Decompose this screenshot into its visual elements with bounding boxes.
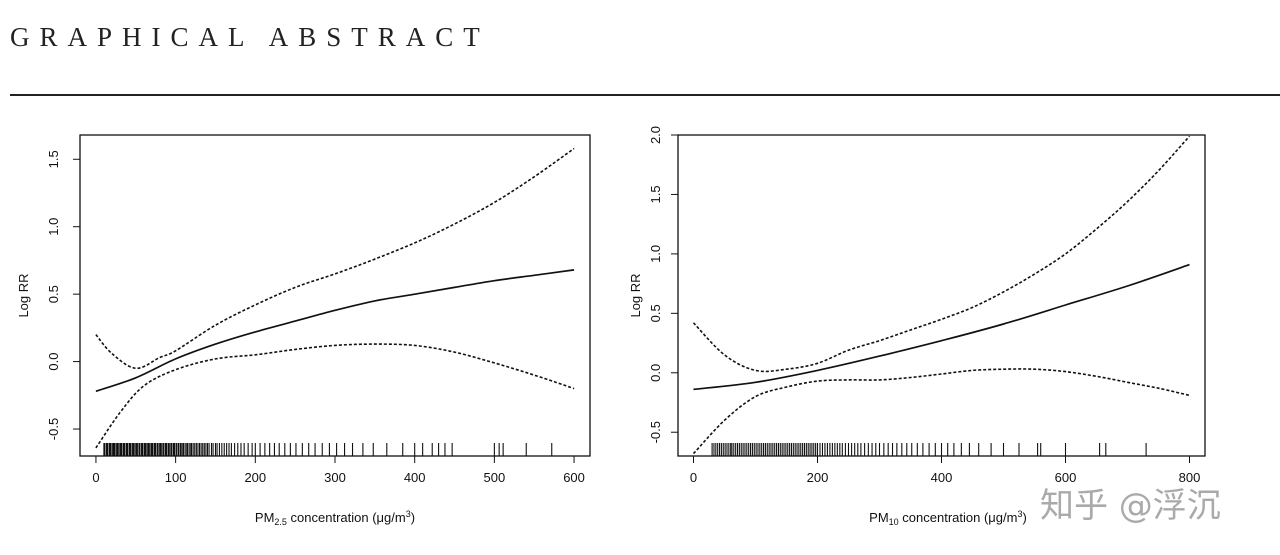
- y-axis-label: Log RR: [630, 273, 643, 317]
- x-tick-label: 0: [92, 470, 99, 485]
- x-tick-label: 0: [690, 470, 697, 485]
- x-tick-label: 600: [1055, 470, 1077, 485]
- watermark: 知乎 @浮沉: [1040, 486, 1221, 526]
- y-tick-label: 1.0: [648, 245, 663, 263]
- estimate-line: [95, 269, 575, 393]
- header-divider: [10, 94, 1280, 96]
- y-tick-label: 0.5: [46, 285, 61, 303]
- x-tick-label: 300: [324, 470, 346, 485]
- y-tick-label: -0.5: [648, 421, 663, 443]
- ci-dashed-line: [95, 343, 575, 449]
- ci-dashed-line: [692, 368, 1190, 455]
- plot-frame: [677, 134, 1206, 457]
- y-tick-label: 2.0: [648, 126, 663, 144]
- x-tick-label: 100: [165, 470, 187, 485]
- x-tick-label: 400: [404, 470, 426, 485]
- estimate-line: [693, 263, 1190, 391]
- x-axis-label: PM2.5 concentration (μg/m3): [255, 509, 415, 527]
- x-tick-label: 800: [1179, 470, 1201, 485]
- pm25-log-rr-chart: 0 100 200 300 400 500 600 -0.5 0.0 0.5 1.0 1.5 Log R…: [16, 134, 591, 527]
- y-tick-label: -0.5: [46, 418, 61, 440]
- x-tick-label: 200: [244, 470, 266, 485]
- plot-frame: [79, 134, 591, 457]
- y-tick-label: 0.5: [648, 304, 663, 322]
- y-tick-label: 1.5: [648, 185, 663, 203]
- y-tick-label: 1.5: [46, 150, 61, 168]
- y-tick-label: 0.0: [648, 364, 663, 382]
- x-tick-label: 200: [807, 470, 829, 485]
- y-tick-label: 1.0: [46, 218, 61, 236]
- x-tick-label: 600: [563, 470, 585, 485]
- x-axis-label: PM10 concentration (μg/m3): [869, 509, 1027, 527]
- y-axis-label: Log RR: [16, 273, 31, 317]
- section-title: GRAPHICAL ABSTRACT: [10, 22, 490, 52]
- x-tick-label: 400: [931, 470, 953, 485]
- ci-dashed-line: [692, 135, 1191, 373]
- ci-dashed-line: [95, 147, 575, 370]
- pm10-log-rr-chart: 0 200 400 600 800 -0.5 0.0 0.5 1.0 1.5 2.0 Log RR PM…: [630, 126, 1206, 527]
- x-tick-label: 500: [484, 470, 506, 485]
- y-tick-label: 0.0: [46, 353, 61, 371]
